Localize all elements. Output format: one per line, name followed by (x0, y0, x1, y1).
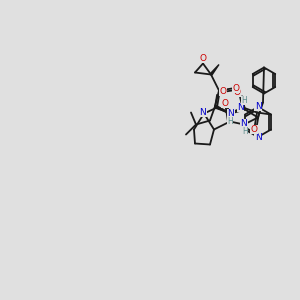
Text: O: O (232, 84, 239, 93)
Text: O: O (221, 99, 229, 108)
Text: N: N (241, 119, 248, 128)
Text: N: N (200, 108, 206, 117)
Text: O: O (233, 88, 241, 97)
Text: H: H (241, 96, 247, 105)
Text: N: N (237, 103, 244, 112)
Text: N: N (255, 133, 261, 142)
Text: O: O (250, 125, 257, 134)
Text: N: N (228, 109, 234, 118)
Text: O: O (200, 54, 206, 63)
Text: N: N (255, 102, 261, 111)
Text: H: H (242, 127, 248, 136)
Polygon shape (214, 105, 231, 113)
Polygon shape (210, 64, 219, 75)
Text: O: O (220, 87, 226, 96)
Text: H: H (227, 117, 233, 126)
